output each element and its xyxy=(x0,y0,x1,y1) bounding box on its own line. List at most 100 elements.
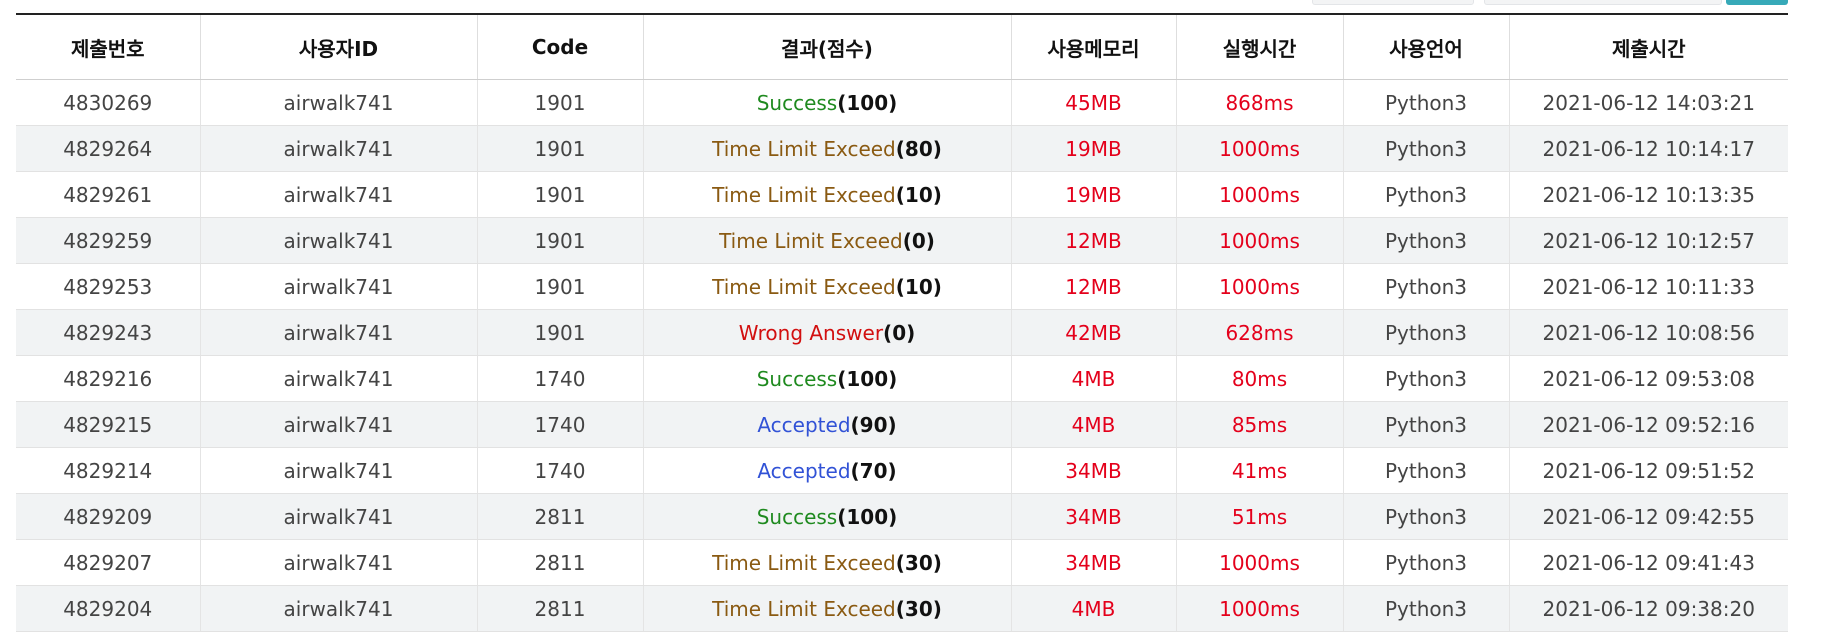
submitted-at-cell: 2021-06-12 09:38:20 xyxy=(1509,585,1788,632)
user-id-cell[interactable]: airwalk741 xyxy=(200,263,478,310)
result-status[interactable]: Success xyxy=(756,90,838,115)
result-status[interactable]: Success xyxy=(756,504,838,529)
result-status[interactable]: Time Limit Exceed xyxy=(712,274,896,299)
language-cell: Python3 xyxy=(1343,79,1510,126)
memory-cell: 45MB xyxy=(1011,79,1177,126)
result-status[interactable]: Time Limit Exceed xyxy=(712,550,896,575)
time-cell: 1000ms xyxy=(1176,263,1344,310)
table-row[interactable]: 4829264 airwalk741 1901 Time Limit Exceed(8… xyxy=(16,125,1788,172)
result-status[interactable]: Accepted xyxy=(757,458,851,483)
table-row[interactable]: 4830269 airwalk741 1901 Success(100) 45MB 868… xyxy=(16,79,1788,126)
problem-code-cell[interactable]: 1901 xyxy=(477,263,644,310)
problem-code-cell[interactable]: 2811 xyxy=(477,585,644,632)
user-id-cell[interactable]: airwalk741 xyxy=(200,493,478,540)
submission-id-cell[interactable]: 4829261 xyxy=(16,171,201,218)
problem-code-cell[interactable]: 1740 xyxy=(477,401,644,448)
submitted-at-cell: 2021-06-12 10:08:56 xyxy=(1509,309,1788,356)
submission-id-cell[interactable]: 4829214 xyxy=(16,447,201,494)
table-row[interactable]: 4829207 airwalk741 2811 Time Limit Exceed(3… xyxy=(16,539,1788,586)
table-row[interactable]: 4829209 airwalk741 2811 Success(100) 34MB 51m… xyxy=(16,493,1788,540)
table-row[interactable]: 4829259 airwalk741 1901 Time Limit Exceed(0… xyxy=(16,217,1788,264)
result-cell: Success(100) xyxy=(643,355,1012,402)
header-row: 제출번호 사용자ID Code 결과(점수) 사용메모리 실행시간 사용언어 제… xyxy=(16,15,1788,80)
table-row[interactable]: 4829261 airwalk741 1901 Time Limit Exceed(1… xyxy=(16,171,1788,218)
header-code[interactable]: Code xyxy=(477,15,644,80)
header-submission-no[interactable]: 제출번호 xyxy=(16,15,201,80)
header-result[interactable]: 결과(점수) xyxy=(643,15,1012,80)
result-status[interactable]: Time Limit Exceed xyxy=(712,596,896,621)
submitted-at-cell: 2021-06-12 09:41:43 xyxy=(1509,539,1788,586)
result-score: (0) xyxy=(883,320,916,345)
result-status[interactable]: Time Limit Exceed xyxy=(712,182,896,207)
result-score: (100) xyxy=(837,504,898,529)
header-memory[interactable]: 사용메모리 xyxy=(1011,15,1177,80)
submission-id-cell[interactable]: 4829209 xyxy=(16,493,201,540)
submission-id-cell[interactable]: 4830269 xyxy=(16,79,201,126)
user-id-cell[interactable]: airwalk741 xyxy=(200,309,478,356)
header-user-id[interactable]: 사용자ID xyxy=(200,15,478,80)
problem-code-cell[interactable]: 1901 xyxy=(477,217,644,264)
time-cell: 1000ms xyxy=(1176,125,1344,172)
result-status[interactable]: Wrong Answer xyxy=(738,320,884,345)
submission-id-cell[interactable]: 4829243 xyxy=(16,309,201,356)
problem-code-cell[interactable]: 1901 xyxy=(477,171,644,218)
submission-id-cell[interactable]: 4829259 xyxy=(16,217,201,264)
result-score: (30) xyxy=(895,596,942,621)
memory-cell: 34MB xyxy=(1011,447,1177,494)
table-row[interactable]: 4829215 airwalk741 1740 Accepted(90) 4MB 85ms… xyxy=(16,401,1788,448)
user-id-cell[interactable]: airwalk741 xyxy=(200,355,478,402)
submission-id-cell[interactable]: 4829215 xyxy=(16,401,201,448)
memory-cell: 19MB xyxy=(1011,171,1177,218)
language-cell: Python3 xyxy=(1343,125,1510,172)
user-id-cell[interactable]: airwalk741 xyxy=(200,401,478,448)
user-id-cell[interactable]: airwalk741 xyxy=(200,171,478,218)
table-row[interactable]: 4829204 airwalk741 2811 Time Limit Exceed(3… xyxy=(16,585,1788,632)
result-cell: Accepted(70) xyxy=(643,447,1012,494)
language-cell: Python3 xyxy=(1343,447,1510,494)
problem-code-cell[interactable]: 1901 xyxy=(477,125,644,172)
user-id-cell[interactable]: airwalk741 xyxy=(200,217,478,264)
result-status[interactable]: Success xyxy=(756,366,838,391)
submission-id-cell[interactable]: 4829207 xyxy=(16,539,201,586)
result-status[interactable]: Time Limit Exceed xyxy=(712,136,896,161)
submission-id-cell[interactable]: 4829253 xyxy=(16,263,201,310)
result-score: (0) xyxy=(902,228,935,253)
submission-id-cell[interactable]: 4829264 xyxy=(16,125,201,172)
language-cell: Python3 xyxy=(1343,355,1510,402)
user-id-cell[interactable]: airwalk741 xyxy=(200,125,478,172)
header-language[interactable]: 사용언어 xyxy=(1343,15,1510,80)
memory-cell: 4MB xyxy=(1011,401,1177,448)
search-button[interactable] xyxy=(1726,0,1788,5)
submission-id-cell[interactable]: 4829216 xyxy=(16,355,201,402)
result-status[interactable]: Time Limit Exceed xyxy=(719,228,903,253)
submission-id-cell[interactable]: 4829204 xyxy=(16,585,201,632)
table-body: 4830269 airwalk741 1901 Success(100) 45MB 868… xyxy=(16,79,1788,632)
filter-select[interactable] xyxy=(1312,0,1474,5)
table-row[interactable]: 4829214 airwalk741 1740 Accepted(70) 34MB 41m… xyxy=(16,447,1788,494)
user-id-cell[interactable]: airwalk741 xyxy=(200,539,478,586)
time-cell: 51ms xyxy=(1176,493,1344,540)
time-cell: 80ms xyxy=(1176,355,1344,402)
result-score: (90) xyxy=(850,412,897,437)
table-row[interactable]: 4829243 airwalk741 1901 Wrong Answer(0) 42MB… xyxy=(16,309,1788,356)
problem-code-cell[interactable]: 1901 xyxy=(477,79,644,126)
header-submitted-at[interactable]: 제출시간 xyxy=(1509,15,1788,80)
problem-code-cell[interactable]: 1740 xyxy=(477,447,644,494)
user-id-cell[interactable]: airwalk741 xyxy=(200,79,478,126)
result-cell: Wrong Answer(0) xyxy=(643,309,1012,356)
result-status[interactable]: Accepted xyxy=(757,412,851,437)
submitted-at-cell: 2021-06-12 09:53:08 xyxy=(1509,355,1788,402)
table-row[interactable]: 4829253 airwalk741 1901 Time Limit Exceed(1… xyxy=(16,263,1788,310)
problem-code-cell[interactable]: 1740 xyxy=(477,355,644,402)
search-input[interactable] xyxy=(1484,0,1722,5)
user-id-cell[interactable]: airwalk741 xyxy=(200,447,478,494)
table-row[interactable]: 4829216 airwalk741 1740 Success(100) 4MB 80ms… xyxy=(16,355,1788,402)
submitted-at-cell: 2021-06-12 10:14:17 xyxy=(1509,125,1788,172)
memory-cell: 42MB xyxy=(1011,309,1177,356)
header-time[interactable]: 실행시간 xyxy=(1176,15,1344,80)
submitted-at-cell: 2021-06-12 10:12:57 xyxy=(1509,217,1788,264)
problem-code-cell[interactable]: 2811 xyxy=(477,539,644,586)
user-id-cell[interactable]: airwalk741 xyxy=(200,585,478,632)
problem-code-cell[interactable]: 2811 xyxy=(477,493,644,540)
problem-code-cell[interactable]: 1901 xyxy=(477,309,644,356)
